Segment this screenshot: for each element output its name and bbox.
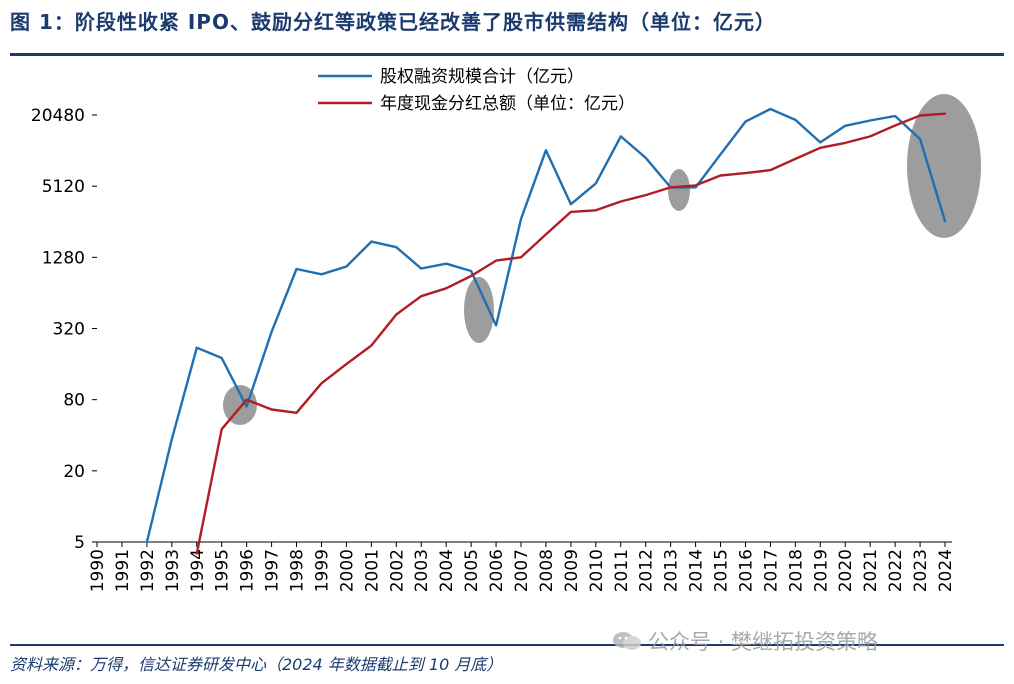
x-tick-label-2008: 2008: [537, 549, 557, 592]
x-tick-label-2002: 2002: [387, 549, 407, 592]
page-title: 图 1：阶段性收紧 IPO、鼓励分红等政策已经改善了股市供需结构（单位：亿元）: [10, 10, 776, 34]
x-tick-label-1996: 1996: [238, 549, 258, 592]
x-tick-label-1990: 1990: [88, 549, 108, 592]
x-tick-label-2010: 2010: [587, 549, 607, 592]
x-tick-label-1995: 1995: [213, 549, 233, 592]
x-tick-label-1999: 1999: [312, 549, 332, 592]
highlight-1996: [223, 385, 257, 425]
highlight-ellipses: [223, 94, 981, 425]
watermark: 公众号 · 樊继拓投资策略: [612, 626, 878, 656]
watermark-text: 公众号 · 樊继拓投资策略: [648, 630, 879, 654]
wechat-icon: [613, 632, 641, 650]
x-tick-label-2011: 2011: [612, 549, 632, 592]
y-tick-label-320: 320: [53, 320, 85, 340]
top-divider: [10, 53, 1004, 56]
x-tick-label-2015: 2015: [712, 549, 732, 592]
x-tick-label-2021: 2021: [861, 549, 881, 592]
x-tick-label-2024: 2024: [936, 549, 956, 592]
x-tick-label-2013: 2013: [662, 549, 682, 592]
x-tick-label-1994: 1994: [188, 549, 208, 592]
x-tick-label-1997: 1997: [263, 549, 283, 592]
series-line-2: [195, 112, 947, 555]
highlight-2024: [907, 94, 981, 238]
source-note: 资料来源：万得，信达证券研发中心（2024 年数据截止到 10 月底）: [10, 655, 503, 674]
legend-label-1: 股权融资规模合计（亿元）: [380, 67, 584, 87]
highlight-2005: [464, 277, 494, 343]
x-tick-label-2012: 2012: [637, 549, 657, 592]
highlight-2014: [668, 169, 690, 211]
x-tick-label-2020: 2020: [836, 549, 856, 592]
x-tick-label-2000: 2000: [337, 549, 357, 592]
x-tick-label-2023: 2023: [911, 549, 931, 592]
x-tick-label-2018: 2018: [786, 549, 806, 592]
x-tick-label-2007: 2007: [512, 549, 532, 592]
x-tick-label-2019: 2019: [811, 549, 831, 592]
x-tick-label-2009: 2009: [562, 549, 582, 592]
x-tick-label-2014: 2014: [687, 549, 707, 592]
x-tick-label-2004: 2004: [437, 549, 457, 592]
legend: 股权融资规模合计（亿元） 年度现金分红总额（单位：亿元）: [318, 67, 635, 114]
x-tick-label-2022: 2022: [886, 549, 906, 592]
y-tick-label-20: 20: [63, 462, 85, 482]
bottom-divider: [10, 644, 1004, 646]
x-tick-label-2005: 2005: [462, 549, 482, 592]
x-tick-label-2016: 2016: [736, 549, 756, 592]
x-tick-label-2017: 2017: [761, 549, 781, 592]
y-tick-label-20480: 20480: [31, 106, 85, 126]
series-line-1: [145, 107, 947, 544]
x-tick-label-1993: 1993: [163, 549, 183, 592]
x-axis: 1990 1991 1992 1993 1994 1995 1996 1997 1998 1999…: [88, 541, 956, 592]
y-tick-label-5: 5: [74, 533, 85, 553]
y-tick-label-80: 80: [63, 391, 85, 411]
y-tick-label-1280: 1280: [42, 248, 85, 268]
x-tick-label-1991: 1991: [113, 549, 133, 592]
x-tick-label-1998: 1998: [288, 549, 308, 592]
series-lines: [145, 107, 947, 555]
y-axis: 5 20 80 320 1280 5120 20480: [31, 106, 97, 553]
x-tick-label-2003: 2003: [412, 549, 432, 592]
x-tick-label-2006: 2006: [487, 549, 507, 592]
x-tick-label-1992: 1992: [138, 549, 158, 592]
legend-label-2: 年度现金分红总额（单位：亿元）: [380, 94, 635, 114]
x-tick-label-2001: 2001: [362, 549, 382, 592]
y-tick-label-5120: 5120: [42, 177, 85, 197]
